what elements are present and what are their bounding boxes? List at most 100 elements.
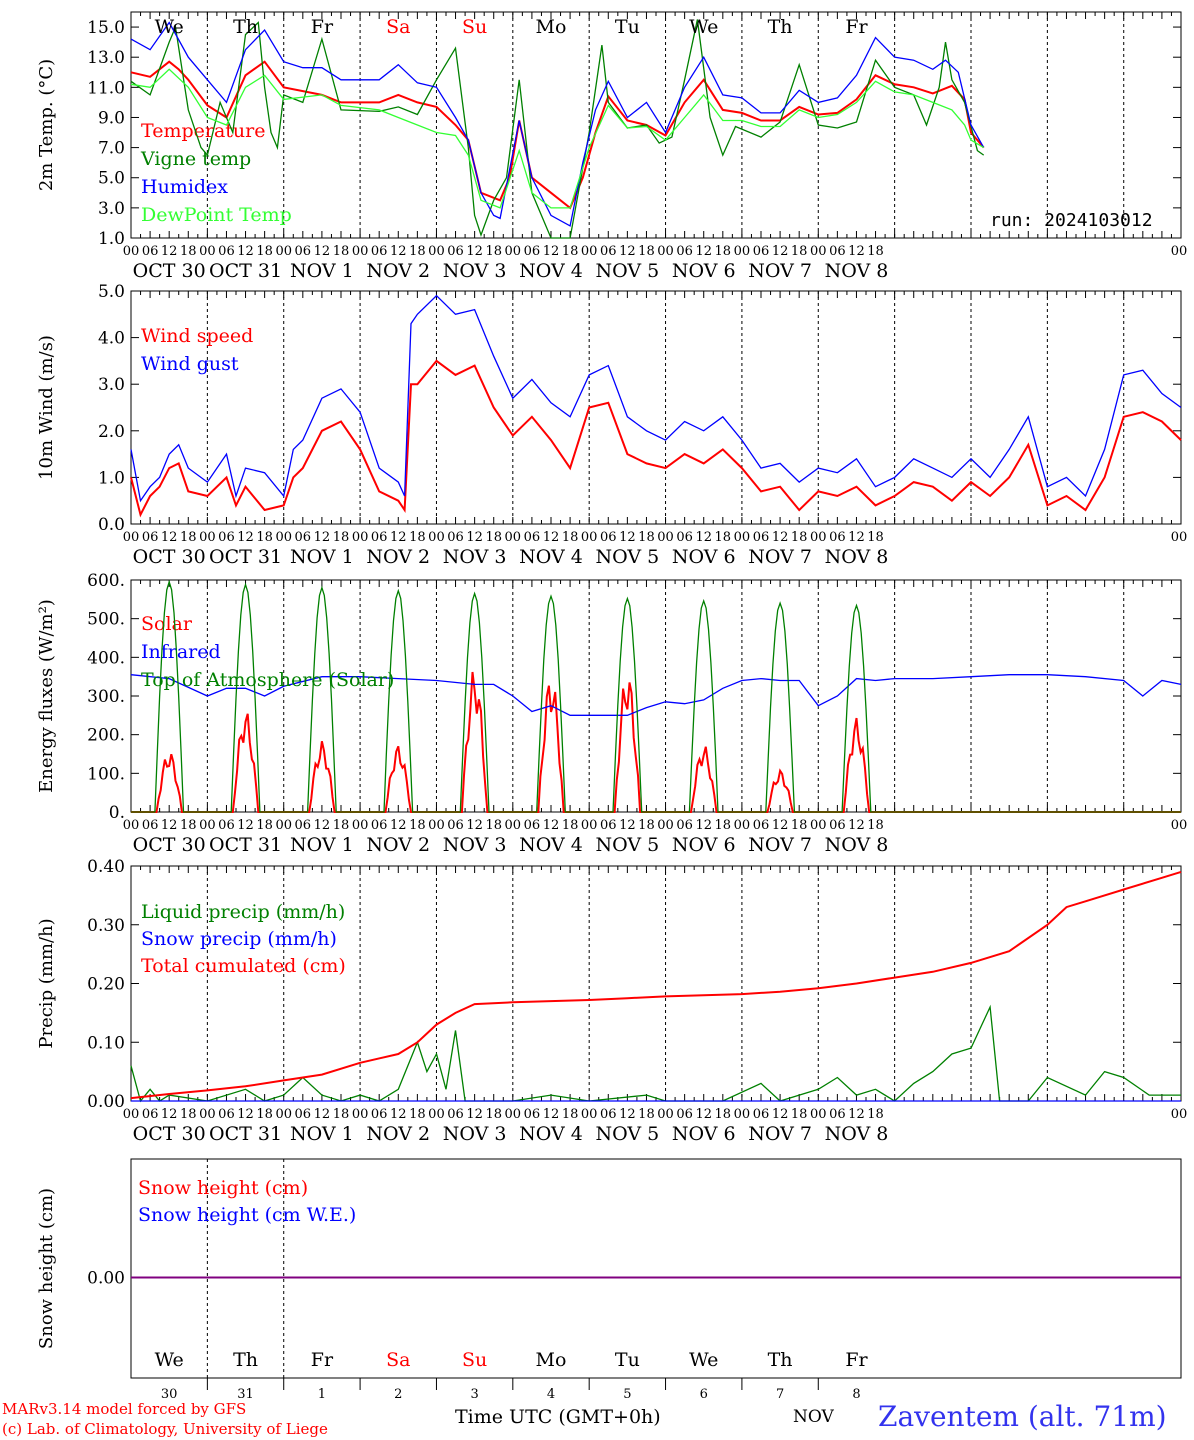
hour-tick-label: 00 <box>810 1107 827 1122</box>
hour-tick-label: 00 <box>734 1107 751 1122</box>
y-tick-label: 400. <box>87 648 125 668</box>
date-label: NOV 3 <box>443 260 507 282</box>
day-number-label: 30 <box>161 1387 178 1402</box>
date-label: NOV 2 <box>366 834 430 856</box>
run-label: run: 2024103012 <box>990 210 1153 231</box>
hour-tick-label: 18 <box>791 818 808 833</box>
hour-tick-label: 12 <box>237 818 254 833</box>
hour-tick-label: 18 <box>256 1107 273 1122</box>
hour-tick-label: 06 <box>600 818 617 833</box>
day-number-label: 5 <box>623 1387 631 1402</box>
hour-tick-label: 18 <box>562 1107 579 1122</box>
y-axis-label: 2m Temp. (°C) <box>36 59 57 191</box>
y-tick-label: 3.0 <box>98 199 125 219</box>
hour-tick-label: 18 <box>409 1107 426 1122</box>
date-label: NOV 4 <box>519 1123 583 1145</box>
legend-entry: Vigne temp <box>140 148 251 170</box>
weekday-label: We <box>689 16 718 38</box>
weekday-label: Th <box>233 16 258 38</box>
weekday-label: Tu <box>615 16 640 38</box>
hour-tick-label: 00 <box>581 1107 598 1122</box>
legend-entry: Solar <box>141 613 193 635</box>
hour-tick-label: 00 <box>810 530 827 545</box>
weekday-label: Th <box>768 1349 793 1371</box>
date-label: NOV 4 <box>519 260 583 282</box>
hour-tick-label: 18 <box>867 1107 884 1122</box>
y-tick-label: 1.0 <box>98 468 125 488</box>
hour-tick-label: 18 <box>256 244 273 259</box>
hour-tick-label: 00 <box>734 244 751 259</box>
hour-tick-label: 12 <box>695 244 712 259</box>
y-tick-label: 2.0 <box>98 422 125 442</box>
hour-tick-label: 00 <box>581 818 598 833</box>
y-tick-label: 300. <box>87 687 125 707</box>
hour-tick-label: 06 <box>371 1107 388 1122</box>
hour-tick-label: 00 <box>352 244 369 259</box>
hour-tick-label: 00 <box>505 244 522 259</box>
series-line-infrared <box>130 674 1182 716</box>
hour-tick-label: 06 <box>295 1107 312 1122</box>
date-label: OCT 30 <box>133 834 206 856</box>
hour-tick-label: 18 <box>638 1107 655 1122</box>
series-line-dewpoint-temp <box>130 68 985 209</box>
legend-entry: Snow height (cm) <box>138 1177 308 1199</box>
date-label: NOV 4 <box>519 834 583 856</box>
weekday-label: Fr <box>845 1349 868 1371</box>
y-tick-label: 9.0 <box>98 108 125 128</box>
hour-tick-label: 06 <box>218 1107 235 1122</box>
hour-tick-label: 18 <box>562 530 579 545</box>
y-tick-label: 0.00 <box>87 1092 125 1112</box>
hour-tick-label: 12 <box>466 530 483 545</box>
y-tick-label: 0.20 <box>87 975 125 995</box>
hour-tick-label: 12 <box>314 530 331 545</box>
y-tick-label: 0.40 <box>87 857 125 877</box>
series-line-wind-gust <box>130 294 1182 503</box>
hour-tick-label: 18 <box>638 530 655 545</box>
date-label: NOV 5 <box>596 260 660 282</box>
hour-tick-label: 06 <box>371 530 388 545</box>
panel-frame <box>130 579 1182 813</box>
date-label: NOV 8 <box>825 546 889 568</box>
legend-entry: Infrared <box>141 641 221 663</box>
hour-tick-label: 06 <box>829 1107 846 1122</box>
hour-tick-label: 12 <box>695 530 712 545</box>
date-label: NOV 6 <box>672 260 736 282</box>
y-tick-label: 100. <box>87 764 125 784</box>
hour-tick-label: 12 <box>161 1107 178 1122</box>
hour-tick-label: 18 <box>333 244 350 259</box>
hour-tick-label: 00 <box>505 1107 522 1122</box>
date-label: NOV 6 <box>672 1123 736 1145</box>
hour-tick-label: 06 <box>371 818 388 833</box>
hour-tick-label: 12 <box>695 1107 712 1122</box>
hour-tick-label: 00 <box>428 1107 445 1122</box>
series-line-vigne-temp <box>130 19 985 239</box>
hour-tick-label: 12 <box>390 244 407 259</box>
date-label: NOV 8 <box>825 1123 889 1145</box>
hour-tick-label: 00 <box>734 818 751 833</box>
legend-entry: Liquid precip (mm/h) <box>141 901 345 923</box>
panel-frame <box>130 1158 1182 1379</box>
y-tick-label: 500. <box>87 610 125 630</box>
series-line-top-of-atmosphere-solar <box>131 579 1181 813</box>
date-label: NOV 7 <box>748 834 812 856</box>
hour-tick-label: 18 <box>485 1107 502 1122</box>
hour-tick-label: 06 <box>676 818 693 833</box>
weekday-label: Fr <box>311 16 334 38</box>
hour-tick-label: 06 <box>676 1107 693 1122</box>
hour-tick-label: 00 <box>1171 244 1188 259</box>
hour-tick-label: 00 <box>275 818 292 833</box>
hour-tick-label: 00 <box>428 244 445 259</box>
hour-tick-label: 00 <box>275 530 292 545</box>
day-number-label: 3 <box>470 1387 478 1402</box>
date-label: NOV 7 <box>748 546 812 568</box>
hour-tick-label: 18 <box>638 818 655 833</box>
y-axis-label: Snow height (cm) <box>36 1188 57 1349</box>
weekday-label: Mo <box>536 1349 567 1371</box>
hour-tick-label: 18 <box>715 1107 732 1122</box>
hour-tick-label: 12 <box>161 818 178 833</box>
hour-tick-label: 00 <box>275 244 292 259</box>
hour-tick-label: 06 <box>447 244 464 259</box>
hour-tick-label: 18 <box>715 818 732 833</box>
hour-tick-label: 18 <box>180 244 197 259</box>
